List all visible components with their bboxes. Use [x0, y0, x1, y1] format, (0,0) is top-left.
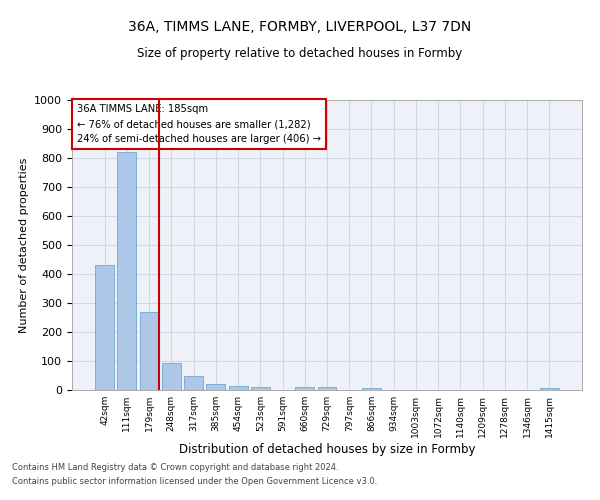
Text: Contains public sector information licensed under the Open Government Licence v3: Contains public sector information licen…	[12, 478, 377, 486]
Bar	[251, 387, 270, 390]
Bar	[229, 386, 248, 390]
Bar	[206, 384, 225, 390]
Text: Contains HM Land Registry data © Crown copyright and database right 2024.: Contains HM Land Registry data © Crown c…	[12, 462, 338, 471]
Bar	[295, 387, 314, 390]
Bar	[118, 152, 136, 390]
Text: Size of property relative to detached houses in Formby: Size of property relative to detached ho…	[137, 48, 463, 60]
Text: 36A TIMMS LANE: 185sqm
← 76% of detached houses are smaller (1,282)
24% of semi-: 36A TIMMS LANE: 185sqm ← 76% of detached…	[77, 104, 321, 144]
Bar	[362, 388, 381, 390]
Y-axis label: Number of detached properties: Number of detached properties	[19, 158, 29, 332]
Bar	[162, 363, 181, 390]
Bar	[184, 376, 203, 390]
Bar	[95, 266, 114, 390]
Bar	[540, 388, 559, 390]
Bar	[140, 312, 158, 390]
Bar	[317, 387, 337, 390]
X-axis label: Distribution of detached houses by size in Formby: Distribution of detached houses by size …	[179, 442, 475, 456]
Text: 36A, TIMMS LANE, FORMBY, LIVERPOOL, L37 7DN: 36A, TIMMS LANE, FORMBY, LIVERPOOL, L37 …	[128, 20, 472, 34]
